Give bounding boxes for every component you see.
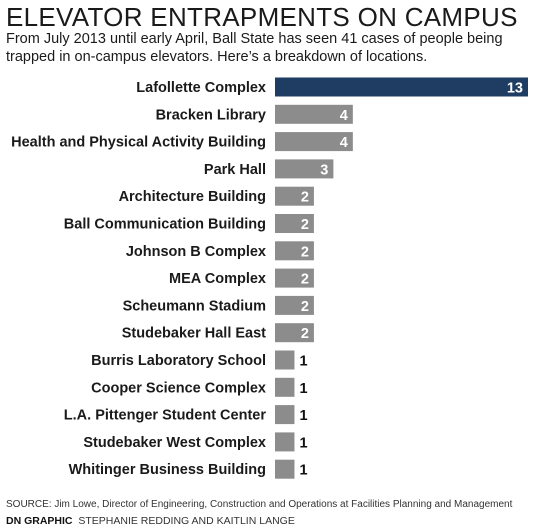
bar bbox=[275, 132, 353, 152]
category-label: Bracken Library bbox=[156, 107, 266, 123]
value-label: 4 bbox=[340, 108, 348, 124]
bar bbox=[275, 405, 295, 425]
category-label: Studebaker Hall East bbox=[122, 326, 266, 342]
category-label: Health and Physical Activity Building bbox=[11, 135, 266, 151]
value-label: 13 bbox=[507, 81, 523, 97]
bar bbox=[275, 77, 528, 97]
bar bbox=[275, 350, 295, 370]
bar bbox=[275, 186, 314, 206]
category-label: Johnson B Complex bbox=[126, 244, 266, 260]
bar bbox=[275, 104, 353, 124]
value-label: 2 bbox=[301, 190, 309, 206]
category-label: MEA Complex bbox=[169, 271, 266, 287]
value-label: 1 bbox=[299, 463, 307, 479]
chart-subtitle: From July 2013 until early April, Ball S… bbox=[6, 31, 503, 65]
chart-title: ELEVATOR ENTRAPMENTS ON CAMPUS bbox=[6, 2, 518, 32]
category-label: Lafollette Complex bbox=[136, 80, 266, 96]
category-label: Cooper Science Complex bbox=[91, 380, 266, 396]
value-label: 2 bbox=[301, 244, 309, 260]
value-label: 1 bbox=[299, 381, 307, 397]
source-note: SOURCE: Jim Lowe, Director of Engineerin… bbox=[6, 499, 513, 510]
value-label: 3 bbox=[320, 162, 328, 178]
category-label: L.A. Pittenger Student Center bbox=[64, 408, 267, 424]
bar bbox=[275, 268, 314, 288]
category-label: Studebaker West Complex bbox=[83, 435, 266, 451]
bar bbox=[275, 241, 314, 261]
category-label: Burris Laboratory School bbox=[91, 353, 266, 369]
category-label: Scheumann Stadium bbox=[123, 298, 266, 314]
value-label: 1 bbox=[299, 408, 307, 424]
bar bbox=[275, 295, 314, 315]
credit-names: STEPHANIE REDDING AND KAITLIN LANGE bbox=[78, 515, 295, 527]
bar bbox=[275, 323, 314, 343]
category-label: Whitinger Business Building bbox=[69, 462, 266, 478]
graphic-credit: DN GRAPHIC STEPHANIE REDDING AND KAITLIN… bbox=[6, 515, 295, 528]
value-label: 4 bbox=[340, 135, 348, 151]
value-label: 2 bbox=[301, 326, 309, 342]
credit-label: DN GRAPHIC bbox=[6, 515, 73, 527]
category-label: Architecture Building bbox=[119, 189, 266, 205]
value-label: 2 bbox=[301, 272, 309, 288]
value-label: 2 bbox=[301, 299, 309, 315]
bar bbox=[275, 159, 334, 179]
bar bbox=[275, 432, 295, 452]
value-label: 1 bbox=[299, 354, 307, 370]
category-label: Ball Communication Building bbox=[64, 217, 266, 233]
value-label: 1 bbox=[299, 435, 307, 451]
value-label: 2 bbox=[301, 217, 309, 233]
bar bbox=[275, 214, 314, 233]
category-label: Park Hall bbox=[204, 162, 266, 178]
bar bbox=[275, 459, 295, 479]
bar bbox=[275, 377, 295, 397]
